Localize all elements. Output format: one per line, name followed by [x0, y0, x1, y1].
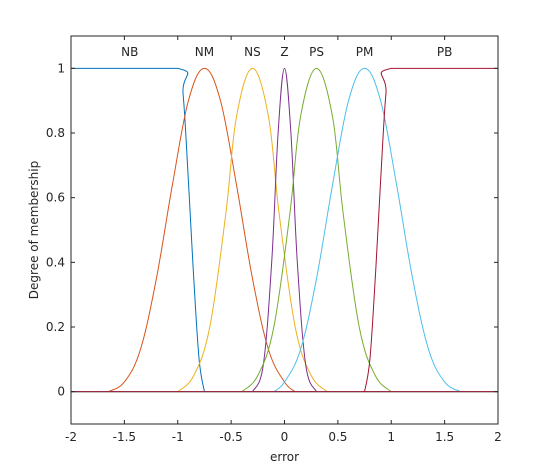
series-line-z: [252, 67, 317, 392]
x-tick-label: 1.5: [435, 430, 454, 444]
plot-area: [71, 36, 498, 424]
series-line-pb: [364, 67, 498, 392]
series-label-z: Z: [280, 45, 288, 59]
series-line-nb: [70, 67, 205, 392]
x-tick-label: 1: [387, 430, 395, 444]
x-tick-label: -1: [172, 430, 184, 444]
y-axis-label: Degree of membership: [27, 161, 41, 299]
series-line-nm: [108, 67, 296, 393]
y-tick-label: 1: [57, 61, 65, 75]
series-line-pm: [273, 67, 461, 393]
x-axis-label: error: [270, 450, 299, 464]
series-label-pm: PM: [356, 45, 374, 59]
y-tick-label: 0.6: [46, 191, 65, 205]
y-axis-ticks: 0 0.2 0.4 0.6 0.8 1: [46, 61, 498, 399]
y-tick-label: 0.8: [46, 126, 65, 140]
series-labels: NB NM NS Z PS PM PB: [121, 45, 452, 59]
y-tick-label: 0.2: [46, 320, 65, 334]
series-line-ns: [177, 67, 328, 393]
y-tick-label: 0.4: [46, 255, 65, 269]
x-tick-label: -0.5: [219, 430, 242, 444]
series-label-nm: NM: [195, 45, 214, 59]
x-tick-label: 2: [494, 430, 502, 444]
series-line-ps: [241, 67, 392, 393]
x-tick-label: -2: [65, 430, 77, 444]
x-axis-ticks: -2 -1.5 -1 -0.5 0 0.5 1 1.5 2: [65, 36, 502, 444]
x-tick-label: -1.5: [113, 430, 136, 444]
x-tick-label: 0.5: [328, 430, 347, 444]
series-label-nb: NB: [121, 45, 138, 59]
series-label-pb: PB: [437, 45, 452, 59]
x-tick-label: 0: [281, 430, 289, 444]
series-curves: [70, 67, 498, 393]
series-label-ps: PS: [309, 45, 324, 59]
y-tick-label: 0: [57, 385, 65, 399]
series-label-ns: NS: [244, 45, 261, 59]
